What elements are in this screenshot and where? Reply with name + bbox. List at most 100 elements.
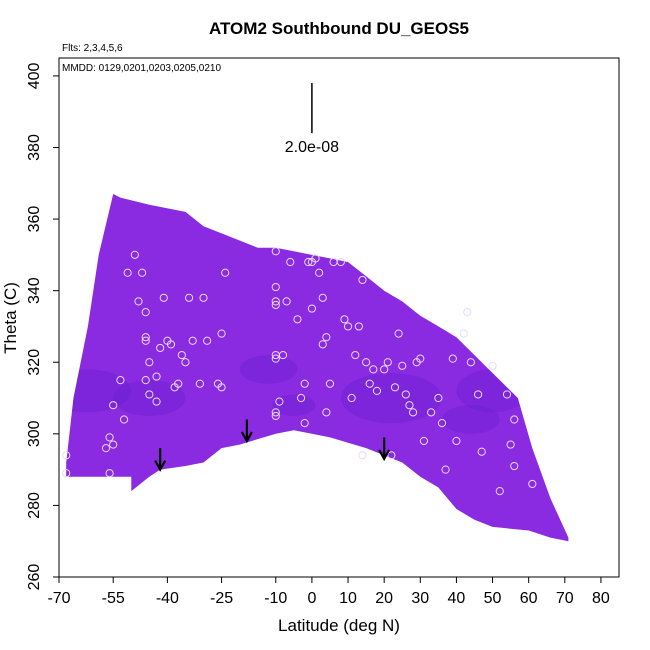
observation-point (300, 418, 309, 428)
observation-point (416, 354, 425, 363)
y-tick-label: 380 (26, 134, 43, 161)
y-tick-label: 300 (26, 420, 43, 447)
observation-point (271, 354, 280, 363)
observation-point (271, 297, 280, 306)
x-tick-label: 0 (307, 590, 316, 607)
observation-point (427, 408, 436, 417)
observation-point (463, 308, 472, 317)
observation-point (408, 408, 418, 417)
scale-label: 2.0e-08 (285, 139, 339, 156)
observation-point (351, 350, 360, 360)
observation-point (358, 275, 367, 285)
x-tick-label: -70 (47, 590, 70, 607)
observation-point (322, 333, 331, 342)
observation-point (217, 383, 226, 392)
flight-arrow-head (378, 449, 391, 462)
field-dark-patch (441, 405, 500, 434)
observation-point (394, 329, 403, 338)
observation-point (174, 379, 183, 388)
x-tick-label: 20 (375, 590, 393, 607)
observation-point (105, 433, 114, 442)
observation-point (300, 379, 309, 388)
observation-point (477, 447, 486, 456)
observation-point (271, 411, 280, 421)
observation-point (448, 354, 457, 363)
x-tick-label: -10 (264, 590, 287, 607)
observation-point (137, 268, 147, 277)
scale-indicator: 2.0e-08 (285, 83, 339, 156)
observation-point (203, 336, 212, 345)
flight-arrow-head (240, 431, 253, 444)
x-tick-label: 10 (339, 590, 357, 607)
observation-point (152, 372, 161, 381)
observation-point (365, 379, 374, 388)
chart-title: ATOM2 Southbound DU_GEOS5 (209, 19, 469, 38)
x-tick-label: 40 (448, 590, 466, 607)
observation-point (398, 361, 407, 370)
observation-point (271, 408, 280, 417)
plot-frame (58, 57, 620, 578)
observation-point (401, 390, 410, 399)
observation-point (282, 297, 291, 306)
observation-point (466, 358, 475, 367)
x-tick-label: -40 (156, 590, 179, 607)
x-axis-label: Latitude (deg N) (278, 616, 400, 635)
arrows (154, 419, 391, 472)
observation-point (221, 268, 230, 277)
observation-point (105, 469, 114, 478)
observation-point (275, 397, 284, 406)
observation-point (390, 383, 400, 392)
observation-point (343, 322, 353, 331)
field-dark-patch (340, 372, 442, 424)
observation-point (62, 469, 71, 478)
x-tick-label: -25 (210, 590, 233, 607)
observation-point (116, 376, 125, 385)
observation-point (195, 379, 205, 388)
observation-point (419, 436, 429, 446)
flights-note: Flts: 2,3,4,5,6 (62, 43, 123, 54)
observation-point (372, 386, 382, 395)
observation-point (361, 358, 371, 367)
observation-point (134, 297, 143, 306)
observation-point (278, 350, 288, 360)
observation-point (271, 282, 280, 292)
observation-points (62, 247, 537, 496)
observation-point (473, 390, 483, 399)
x-tick-label: 30 (411, 590, 429, 607)
observation-point (318, 293, 327, 302)
observation-point (296, 393, 306, 403)
flight-arrow-head (154, 460, 167, 472)
observation-point (325, 379, 335, 388)
observation-point (347, 393, 356, 403)
observation-point (286, 257, 295, 267)
x-axis: -70 -55 -40 -25 -10 0 10 20 30 40 50 60 70 80 (47, 577, 610, 607)
observation-point (217, 329, 226, 338)
observation-point (181, 358, 190, 367)
observation-point (293, 315, 302, 324)
observation-point (437, 418, 447, 428)
observation-point (141, 308, 150, 317)
observation-point (488, 361, 497, 370)
observation-point (123, 268, 132, 277)
observation-point (318, 340, 327, 349)
observation-point (166, 340, 176, 349)
observation-point (405, 401, 414, 410)
y-axis: 260 280 300 320 340 360 380 400 (26, 62, 59, 590)
observation-point (62, 451, 71, 460)
observation-point (130, 250, 139, 259)
observation-point (452, 436, 461, 446)
y-tick-label: 360 (26, 206, 43, 233)
observation-point (441, 465, 450, 474)
observation-point (304, 257, 313, 267)
observation-point (383, 358, 392, 367)
x-tick-label: 50 (484, 590, 502, 607)
observation-point (434, 393, 443, 403)
observation-point (271, 247, 280, 256)
observation-point (358, 451, 367, 460)
observation-point (322, 408, 331, 417)
field-dark-patch (239, 355, 298, 384)
observation-point (528, 479, 537, 489)
observation-point (510, 461, 519, 471)
field-area (66, 194, 569, 542)
